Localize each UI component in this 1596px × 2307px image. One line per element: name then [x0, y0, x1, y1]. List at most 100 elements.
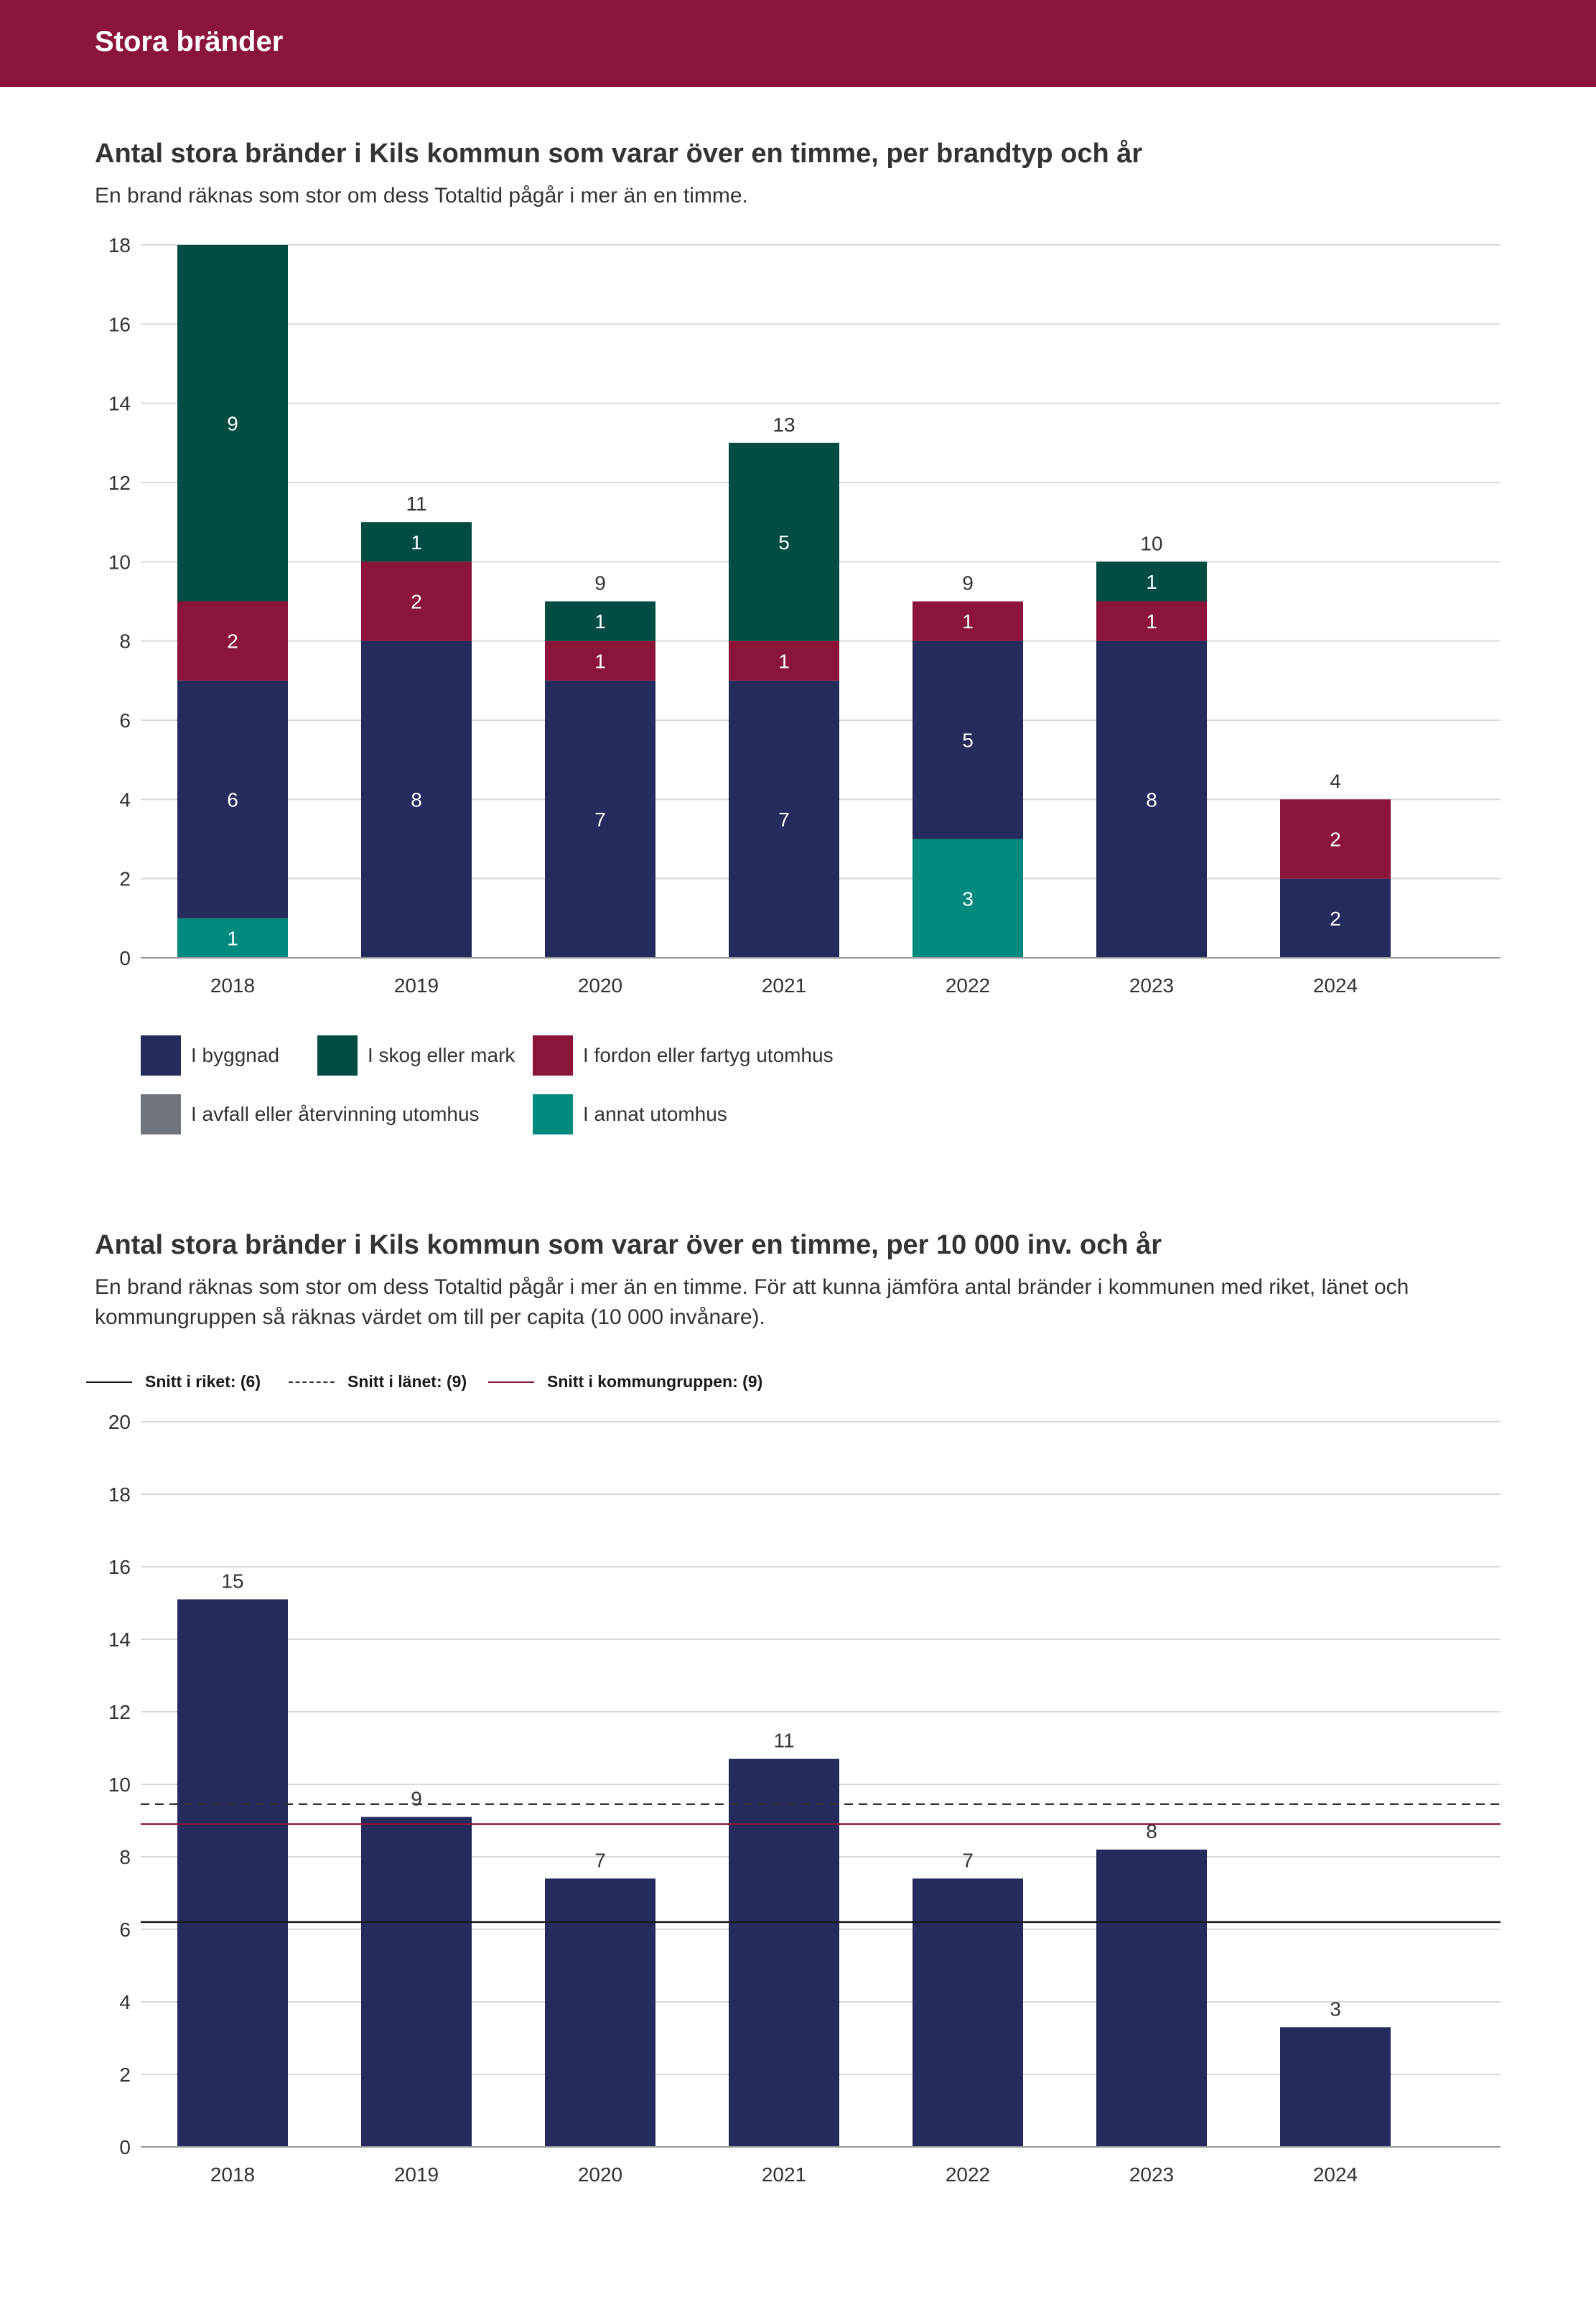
value-label: 11	[773, 1730, 794, 1752]
segment-value-label: 5	[778, 531, 790, 554]
legend-swatch-avfall	[141, 1094, 181, 1134]
x-tick-label: 2024	[1313, 974, 1358, 997]
segment-value-label: 1	[227, 927, 238, 949]
segment-value-label: 1	[1146, 610, 1157, 633]
segment-value-label: 7	[778, 808, 790, 831]
segment-value-label: 2	[411, 591, 422, 613]
y-tick-label: 6	[119, 1919, 131, 1941]
y-tick-label: 10	[108, 1774, 131, 1796]
x-tick-label: 2019	[394, 2163, 439, 2186]
x-tick-label: 2020	[578, 2163, 622, 2186]
x-tick-label: 2020	[578, 974, 622, 997]
segment-value-label: 8	[1146, 788, 1157, 811]
legend-label: I byggnad	[191, 1044, 279, 1066]
bar	[361, 1817, 472, 2147]
y-tick-label: 12	[108, 472, 131, 494]
value-label: 15	[221, 1570, 243, 1592]
bar-segment	[177, 918, 288, 958]
value-label: 8	[1146, 1820, 1157, 1842]
total-label: 9	[962, 572, 974, 595]
total-label: 13	[773, 414, 795, 436]
bar-segment	[177, 601, 288, 681]
chart1-title: Antal stora bränder i Kils kommun som va…	[95, 139, 1143, 169]
segment-value-label: 6	[227, 788, 238, 811]
ref-line-swatch	[289, 1381, 335, 1383]
segment-value-label: 3	[962, 887, 974, 910]
reference-line-legend: Snitt i riket: (6) Snitt i länet: (9) Sn…	[86, 1364, 1163, 1400]
page-title: Stora bränder	[95, 26, 284, 57]
bar-segment	[1280, 799, 1391, 879]
segment-value-label: 2	[1330, 908, 1341, 930]
total-label: 9	[594, 572, 606, 595]
chart2-subtitle: En brand räknas som stor om dess Totalti…	[95, 1275, 1409, 1329]
total-label: 4	[1330, 770, 1341, 792]
bar-segment	[913, 640, 1023, 839]
segment-value-label: 1	[962, 610, 974, 633]
bar	[729, 1758, 839, 2147]
y-tick-label: 16	[108, 313, 131, 335]
ref-label: Snitt i länet: (9)	[347, 1372, 467, 1391]
bar-segment	[177, 245, 288, 602]
bar-segment	[361, 522, 472, 562]
ref-line-swatch	[488, 1381, 534, 1383]
segment-value-label: 1	[1146, 571, 1157, 593]
y-tick-label: 10	[108, 551, 131, 573]
y-tick-label: 14	[108, 393, 131, 415]
x-tick-label: 2024	[1313, 2163, 1358, 2186]
x-tick-label: 2023	[1129, 974, 1174, 997]
bar-segment	[913, 839, 1023, 958]
y-tick-label: 14	[108, 1628, 131, 1651]
x-tick-label: 2019	[394, 974, 439, 997]
chart1-subtitle: En brand räknas som stor om dess Totalti…	[95, 184, 748, 208]
y-tick-label: 8	[119, 630, 131, 653]
segment-value-label: 1	[594, 650, 606, 672]
segment-value-label: 1	[594, 610, 606, 633]
bar-segment	[361, 640, 472, 958]
segment-value-label: 5	[962, 730, 974, 752]
y-tick-label: 20	[108, 1411, 131, 1433]
bar	[1096, 1849, 1207, 2147]
bar-segment	[361, 561, 472, 641]
bar-chart-per-capita: 0 2 4 6 8 10 12 14 16 18 20 15 2018 9 2019 7 2020 11 2021 7…	[108, 1411, 1501, 2186]
bar-segment	[1096, 640, 1207, 958]
y-tick-label: 8	[119, 1846, 131, 1868]
value-label: 9	[411, 1787, 422, 1809]
x-tick-label: 2022	[946, 2163, 990, 2186]
y-tick-label: 12	[108, 1701, 131, 1723]
value-label: 7	[594, 1849, 606, 1871]
bar-segment	[913, 601, 1023, 641]
legend-swatch-byggnad	[141, 1035, 181, 1076]
legend-swatch-annat	[533, 1094, 573, 1134]
x-tick-label: 2021	[762, 974, 806, 997]
y-tick-label: 0	[119, 2136, 131, 2158]
segment-value-label: 9	[227, 412, 238, 434]
bar-segment	[1096, 561, 1207, 602]
bar-segment	[1096, 601, 1207, 641]
y-tick-label: 4	[119, 1991, 131, 2013]
x-tick-label: 2022	[946, 974, 990, 997]
x-tick-label: 2018	[210, 2163, 255, 2186]
total-label: 11	[406, 493, 426, 515]
ref-label: Snitt i kommungruppen: (9)	[547, 1372, 763, 1391]
segment-value-label: 7	[594, 808, 606, 831]
bar	[913, 1878, 1023, 2147]
x-tick-label: 2018	[210, 974, 255, 997]
bar-segment	[729, 640, 839, 681]
x-tick-label: 2023	[1129, 2163, 1174, 2186]
y-tick-label: 2	[119, 2064, 131, 2086]
bar-segment	[545, 601, 655, 641]
bar-segment	[177, 680, 288, 918]
y-tick-label: 18	[108, 234, 131, 256]
segment-value-label: 1	[411, 531, 422, 554]
bar-segment	[1280, 878, 1391, 958]
y-tick-label: 16	[108, 1556, 131, 1578]
bar	[545, 1878, 655, 2147]
legend-label: I fordon eller fartyg utomhus	[583, 1044, 834, 1066]
legend-swatch-skog	[317, 1035, 358, 1076]
bar-segment	[729, 442, 839, 641]
total-label: 10	[1140, 532, 1162, 554]
y-tick-label: 0	[119, 947, 131, 969]
segment-value-label: 2	[227, 630, 238, 653]
segment-value-label: 1	[778, 650, 790, 672]
stacked-bar-chart: 0246810121416181629201882111201971192020…	[108, 234, 1501, 997]
